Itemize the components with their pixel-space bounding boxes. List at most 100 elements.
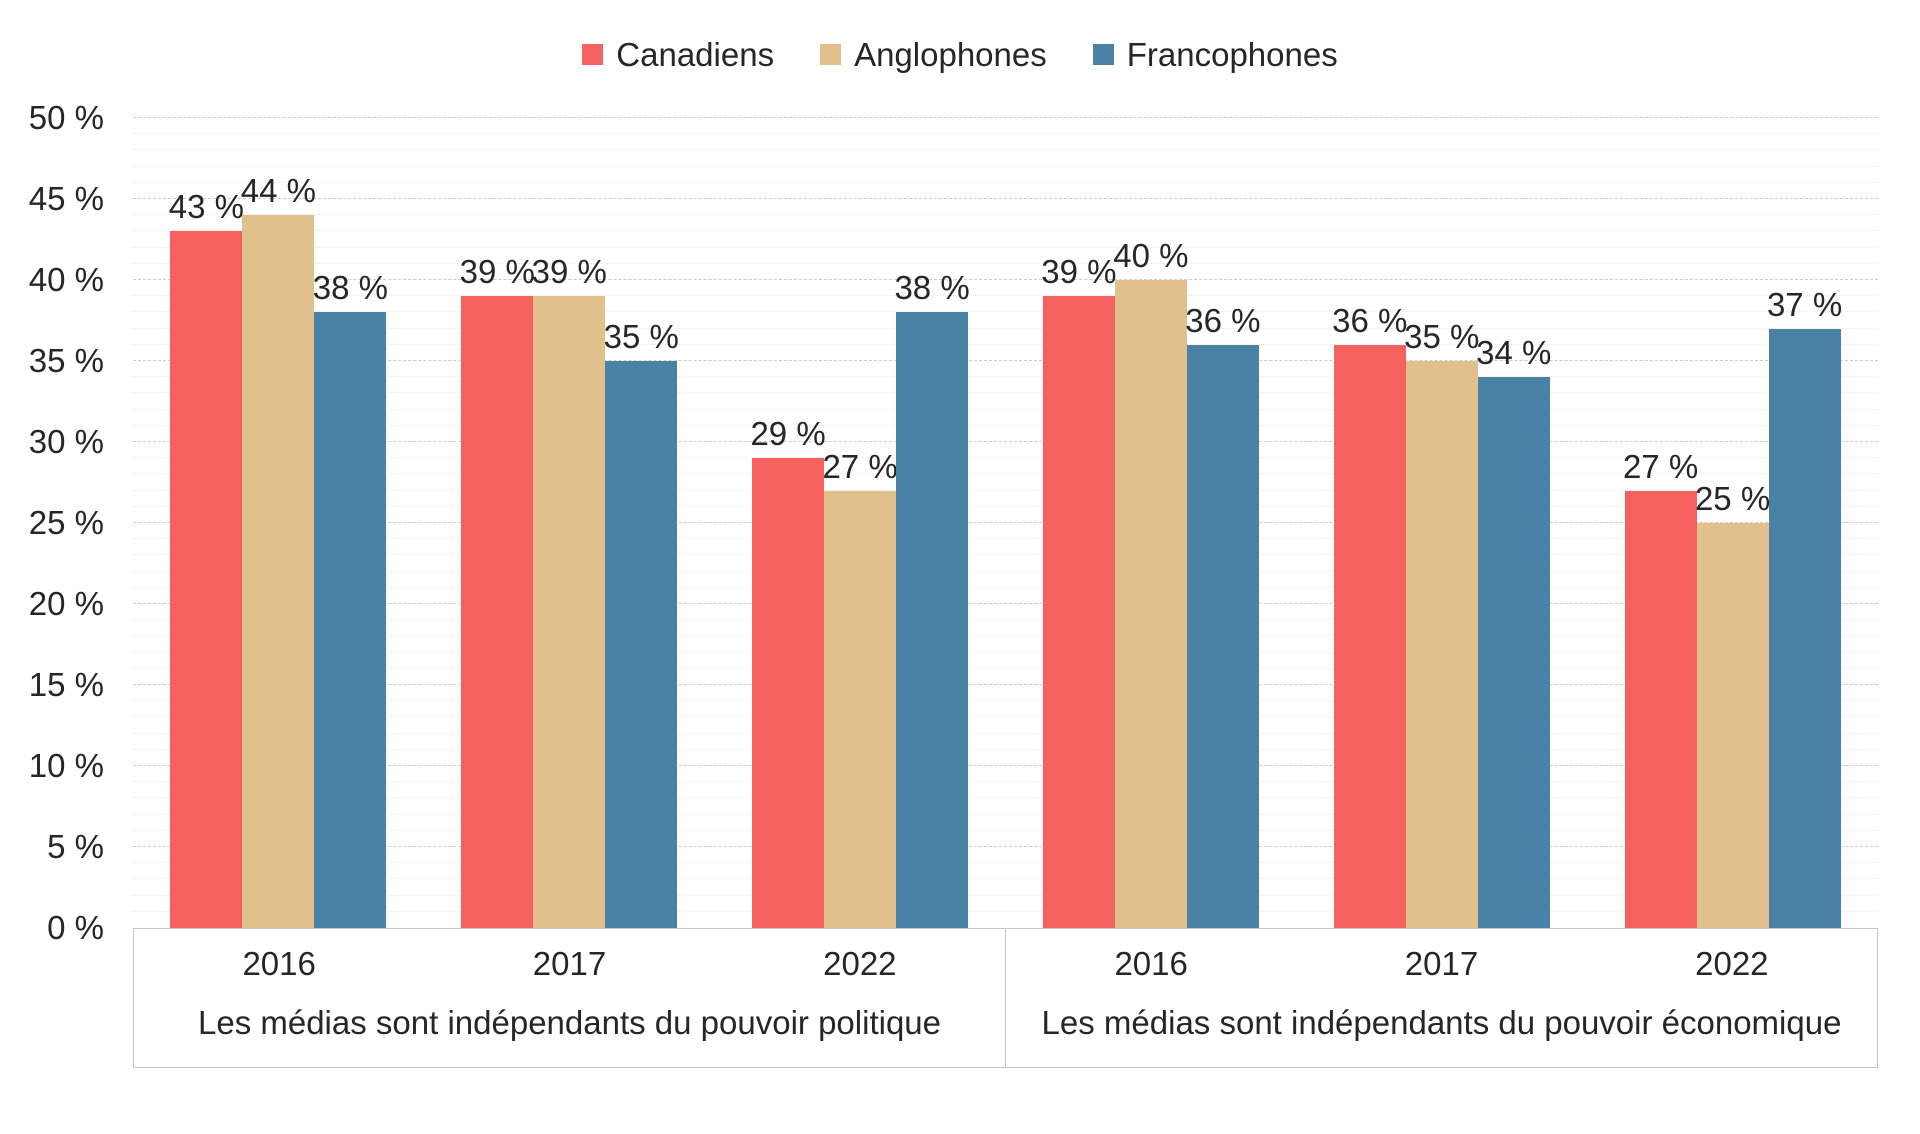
- minor-gridline: [133, 910, 1878, 912]
- y-tick-label: 50 %: [28, 99, 104, 136]
- bar-value-label: 25 %: [1694, 480, 1771, 518]
- major-gridline: [133, 684, 1878, 685]
- bar-francophones-2017: 35 %: [604, 318, 679, 928]
- bar-anglophones-2016: 44 %: [241, 172, 316, 928]
- minor-gridline: [133, 781, 1878, 783]
- bar-value-label: 39 %: [531, 253, 607, 291]
- group-label-economique: Les médias sont indépendants du pouvoir …: [1041, 1003, 1842, 1041]
- y-tick-label: 15 %: [28, 666, 104, 703]
- minor-gridline: [133, 862, 1878, 864]
- bar-canadiens-2016: 43 %: [169, 188, 244, 928]
- legend-label-anglophones: Anglophones: [854, 35, 1047, 73]
- bar-value-label: 39 %: [1041, 253, 1117, 291]
- bar-value-label: 35 %: [1404, 318, 1480, 356]
- major-gridline: [133, 360, 1878, 361]
- minor-gridline: [133, 489, 1878, 491]
- minor-gridline: [133, 635, 1878, 637]
- bar-value-label: 36 %: [1185, 301, 1261, 339]
- minor-gridline: [133, 554, 1878, 556]
- bar-value-label: 36 %: [1332, 301, 1408, 339]
- bar-francophones-2016: 38 %: [313, 269, 388, 928]
- major-gridline: [133, 279, 1878, 280]
- bar-value-label: 43 %: [168, 188, 245, 226]
- years-row: 2016 2017 2022: [1006, 929, 1877, 998]
- minor-gridline: [133, 716, 1878, 718]
- bar-francophones-2016: 36 %: [1185, 302, 1261, 928]
- major-gridline: [133, 846, 1878, 847]
- bar-canadiens-2017: 39 %: [460, 253, 535, 928]
- bar-anglophones-2016: 40 %: [1113, 237, 1189, 928]
- y-tick-label: 45 %: [28, 180, 104, 217]
- minor-gridline: [133, 586, 1878, 588]
- legend-item-francophones: Francophones: [1092, 35, 1338, 73]
- minor-gridline: [133, 894, 1878, 896]
- minor-gridline: [133, 829, 1878, 831]
- bar-anglophones-2022: 25 %: [1695, 480, 1770, 928]
- legend-label-francophones: Francophones: [1126, 35, 1338, 73]
- years-row: 2016 2017 2022: [134, 929, 1005, 998]
- minor-gridline: [133, 700, 1878, 702]
- minor-gridline: [133, 327, 1878, 329]
- bar-value-label: 29 %: [750, 415, 826, 453]
- minor-gridline: [133, 538, 1878, 540]
- minor-gridline: [133, 246, 1878, 248]
- minor-gridline: [133, 457, 1878, 459]
- minor-gridline: [133, 651, 1878, 653]
- y-tick-label: 25 %: [28, 504, 104, 541]
- minor-gridline: [133, 667, 1878, 669]
- y-tick-label: 10 %: [28, 747, 104, 784]
- minor-gridline: [133, 149, 1878, 151]
- minor-gridline: [133, 813, 1878, 815]
- legend-item-canadiens: Canadiens: [582, 38, 774, 71]
- minor-gridline: [133, 311, 1878, 313]
- major-gridline: [133, 198, 1878, 199]
- minor-gridline: [133, 748, 1878, 750]
- minor-gridline: [133, 295, 1878, 297]
- category-group-economique: 2016 2017 2022 Les médias sont indépenda…: [1005, 929, 1877, 1067]
- plot-area: 43 % 44 % 38 % 39 % 39 % 35 % 29 % 27 % 38 % 39 %…: [133, 117, 1878, 928]
- minor-gridline: [133, 732, 1878, 734]
- minor-gridline: [133, 165, 1878, 167]
- group-label-politique: Les médias sont indépendants du pouvoir …: [197, 1003, 941, 1041]
- minor-gridline: [133, 797, 1878, 799]
- year-label: 2016: [1114, 944, 1188, 982]
- legend-swatch-canadiens-icon: [582, 43, 604, 65]
- bar-value-label: 38 %: [312, 269, 389, 307]
- bar-value-label: 40 %: [1113, 237, 1189, 275]
- bars-layer: 43 % 44 % 38 % 39 % 39 % 35 % 29 % 27 % 38 % 39 %…: [133, 118, 1878, 928]
- bar-anglophones-2022: 27 %: [822, 448, 898, 928]
- year-label: 2016: [242, 944, 316, 982]
- y-axis-labels: 0 % 5 % 10 % 15 % 20 % 25 % 30 % 35 % 40 % 45 % 50…: [0, 99, 104, 946]
- bar-canadiens-2022: 29 %: [750, 415, 826, 928]
- legend-swatch-francophones-icon: [1092, 43, 1114, 65]
- bar-value-label: 35 %: [603, 318, 679, 356]
- y-tick-label: 20 %: [28, 585, 104, 622]
- minor-gridline: [133, 473, 1878, 475]
- bar-canadiens-2016: 39 %: [1041, 253, 1117, 928]
- minor-gridline: [133, 570, 1878, 572]
- year-label: 2022: [1695, 944, 1769, 982]
- major-gridline: [133, 765, 1878, 766]
- minor-gridline: [133, 408, 1878, 410]
- minor-gridline: [133, 424, 1878, 426]
- minor-gridline: [133, 619, 1878, 621]
- minor-gridline: [133, 181, 1878, 183]
- minor-gridline: [133, 505, 1878, 507]
- major-gridline: [133, 603, 1878, 604]
- bar-anglophones-2017: 35 %: [1404, 318, 1479, 928]
- bar-canadiens-2017: 36 %: [1332, 302, 1407, 928]
- y-tick-label: 40 %: [28, 261, 104, 298]
- chart-legend: Canadiens Anglophones Francophones: [0, 28, 1920, 80]
- bar-group-2022: 27 % 25 % 37 %: [1587, 118, 1878, 928]
- bar-group-2016: 39 % 40 % 36 %: [1006, 118, 1297, 928]
- bar-group-2017: 36 % 35 % 34 %: [1296, 118, 1587, 928]
- minor-gridline: [133, 230, 1878, 232]
- bar-francophones-2022: 37 %: [1767, 286, 1842, 928]
- year-label: 2017: [1404, 944, 1479, 982]
- bar-value-label: 39 %: [459, 253, 535, 291]
- legend-item-anglophones: Anglophones: [820, 38, 1047, 71]
- minor-gridline: [133, 133, 1878, 135]
- year-label: 2017: [532, 944, 607, 982]
- bar-value-label: 27 %: [822, 447, 898, 485]
- minor-gridline: [133, 878, 1878, 880]
